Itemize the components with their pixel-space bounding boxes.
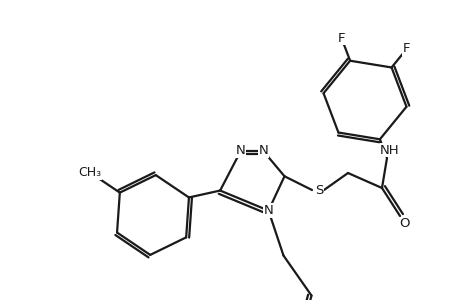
Text: F: F bbox=[402, 42, 409, 56]
Text: CH₃: CH₃ bbox=[78, 166, 101, 179]
Text: S: S bbox=[314, 184, 323, 196]
Text: F: F bbox=[337, 32, 345, 45]
Text: N: N bbox=[258, 145, 268, 158]
Text: O: O bbox=[399, 218, 409, 230]
Text: N: N bbox=[235, 145, 245, 158]
Text: NH: NH bbox=[379, 143, 399, 157]
Text: N: N bbox=[263, 204, 273, 217]
